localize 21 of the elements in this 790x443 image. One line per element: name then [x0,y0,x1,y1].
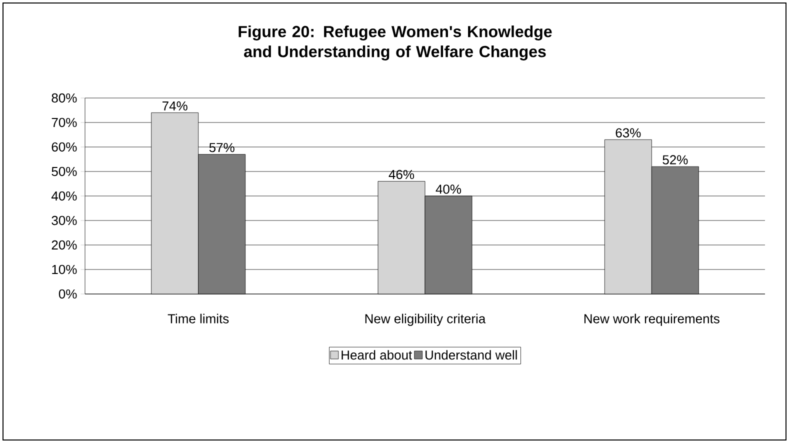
data-label: 74% [162,101,188,110]
y-tick-label: 30% [52,216,77,226]
y-tick-label: 50% [52,166,77,176]
y-tick-label: 20% [52,240,77,250]
x-tick-label: New work requirements [584,314,720,326]
x-tick-label: Time limits [168,314,229,324]
legend-label: Heard about [342,350,412,360]
data-label: 40% [436,184,462,194]
chart-title: Figure 20: Refugee Women's Knowledge and Understanding of Welfare Changes [238,26,552,60]
x-tick-label: New eligibility criteria [365,314,486,326]
data-label: 52% [662,155,688,164]
legend-label: Understand well [426,350,517,360]
y-tick-label: 70% [52,118,77,128]
y-tick-label: 10% [52,264,77,274]
data-label: 46% [388,170,414,180]
data-label: 57% [209,142,234,152]
y-tick-label: 80% [52,93,77,103]
y-tick-label: 0% [58,289,77,299]
y-tick-label: 40% [51,191,77,201]
data-label: 63% [616,128,641,138]
y-tick-label: 60% [52,142,77,152]
